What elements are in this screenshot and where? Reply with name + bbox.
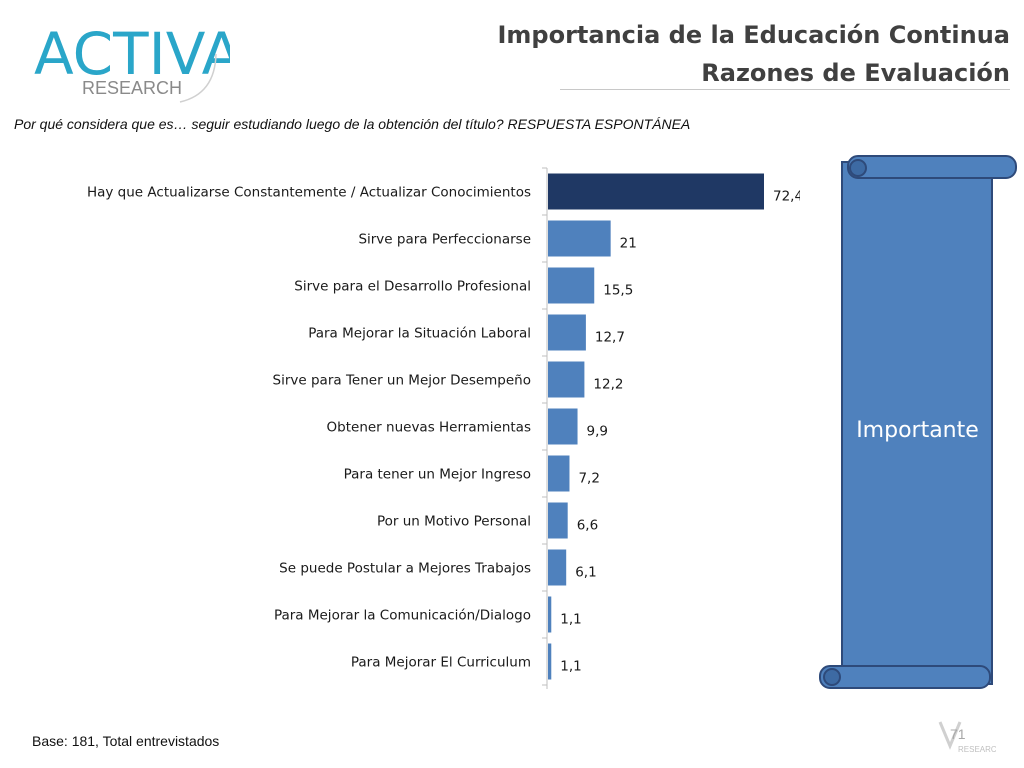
category-label: Se puede Postular a Mejores Trabajos	[279, 561, 531, 577]
category-label: Sirve para Perfeccionarse	[358, 232, 531, 248]
category-label: Sirve para el Desarrollo Profesional	[294, 279, 531, 295]
data-label: 9,9	[587, 424, 608, 440]
title-line-1: Importancia de la Educación Continua	[497, 21, 1010, 49]
title-divider	[560, 89, 1010, 90]
data-label: 21	[620, 236, 637, 252]
logo-swoosh	[179, 53, 217, 103]
footer-logo-v-mark	[938, 721, 962, 750]
category-label: Hay que Actualizarse Constantemente / Ac…	[87, 185, 531, 201]
category-label: Obtener nuevas Herramientas	[327, 420, 531, 436]
banner-bottom-roll	[819, 665, 991, 689]
category-label: Sirve para Tener un Mejor Desempeño	[273, 373, 531, 389]
banner-top-roll	[847, 155, 1017, 179]
data-label: 1,1	[560, 659, 581, 675]
data-label: 1,1	[560, 612, 581, 628]
importante-scroll-banner	[819, 155, 1017, 689]
bar	[548, 314, 586, 351]
banner-top-curl	[849, 159, 867, 177]
category-label: Para Mejorar la Comunicación/Dialogo	[274, 608, 531, 624]
bar	[548, 549, 567, 586]
data-label: 12,7	[595, 330, 625, 346]
data-label: 6,1	[575, 565, 596, 581]
base-note: Base: 181, Total entrevistados	[32, 733, 220, 749]
bar	[548, 596, 552, 633]
footer-logo: RESEARCH	[938, 721, 996, 754]
data-label: 6,6	[577, 518, 598, 534]
slide-title: Importancia de la Educación Continua Raz…	[497, 16, 1010, 92]
page-number: 71	[950, 726, 966, 742]
bar	[548, 643, 552, 680]
logo-brand-text: ACTIVA	[34, 20, 230, 88]
activa-research-logo: ACTIVA RESEARCH	[34, 20, 230, 103]
data-label: 15,5	[603, 283, 633, 299]
bar	[548, 220, 611, 257]
banner-label: Importante	[856, 418, 979, 443]
bar-chart: Hay que Actualizarse Constantemente / Ac…	[87, 167, 800, 689]
data-label: 72,4	[773, 189, 800, 205]
data-label: 12,2	[593, 377, 623, 393]
bar	[548, 361, 585, 398]
category-label: Por un Motivo Personal	[377, 514, 531, 530]
bar	[548, 173, 764, 210]
logo-sub-text: RESEARCH	[82, 78, 182, 98]
survey-question: Por qué considera que es… seguir estudia…	[14, 116, 691, 132]
bar	[548, 408, 578, 445]
bar	[548, 502, 568, 539]
data-label: 7,2	[578, 471, 599, 487]
banner-body	[841, 161, 993, 685]
banner-bottom-curl	[823, 668, 841, 686]
category-label: Para Mejorar la Situación Laboral	[308, 326, 531, 342]
title-line-2: Razones de Evaluación	[701, 59, 1010, 87]
category-label: Para tener un Mejor Ingreso	[344, 467, 531, 483]
footer-logo-sub: RESEARCH	[958, 745, 996, 754]
bar	[548, 267, 595, 304]
category-label: Para Mejorar El Curriculum	[351, 655, 531, 671]
bar	[548, 455, 570, 492]
